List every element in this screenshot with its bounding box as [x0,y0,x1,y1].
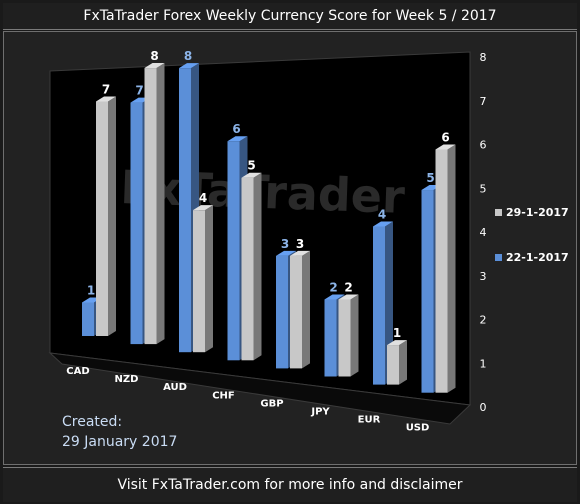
bar-front [241,177,254,361]
bar-front [144,68,157,345]
x-tick-label: CAD [66,366,89,377]
footer-link-text[interactable]: Visit FxTaTrader.com for more info and d… [117,477,463,493]
data-label-gray: 6 [441,130,449,144]
bar-front [373,226,385,385]
data-label-blue: 8 [184,49,192,63]
data-label-blue: 5 [426,171,434,185]
legend-label: 22-1-2017 [506,251,569,264]
floor [48,352,472,425]
bar-aud-gray [193,205,213,353]
bar-eur-gray [387,340,407,385]
title-bar: FxTaTrader Forex Weekly Currency Score f… [3,3,577,30]
bar-nzd-gray [144,63,165,345]
data-label-gray: 2 [344,280,352,294]
footer-bar: Visit FxTaTrader.com for more info and d… [3,467,577,502]
y-tick-label: 6 [480,139,487,152]
x-tick-label: CHF [212,390,235,401]
bar-top [179,63,199,69]
bar-front [179,68,191,353]
bar-front [435,149,448,393]
x-tick-label: AUD [163,382,187,393]
x-tick-label: GBP [260,398,283,409]
bar-front [276,255,288,369]
data-label-gray: 7 [102,83,110,97]
bar-side [302,250,310,369]
bar-side [205,205,213,353]
bar-top [193,205,213,211]
data-label-blue: 4 [378,207,386,221]
data-label-blue: 6 [232,122,240,136]
bar-top [96,96,116,102]
bar-front [130,102,143,345]
watermark-text: FxTaTrader [119,160,405,224]
bar-top [373,221,393,227]
y-tick-label: 1 [480,357,487,370]
bar-jpy-gray [338,294,359,377]
bar-front [421,190,434,393]
bar-front [338,299,351,377]
bar-top [241,172,262,178]
bar-front [227,141,240,361]
created-label: Created: [62,414,123,430]
data-label-blue: 3 [281,237,289,251]
x-tick-label: JPY [310,407,330,418]
data-label-gray: 3 [296,237,304,251]
data-label-gray: 4 [199,191,207,205]
bar-top [338,294,359,300]
data-label-blue: 2 [329,280,337,294]
bar-side [350,294,359,377]
legend-swatch [495,209,502,216]
y-tick-label: 5 [480,182,487,195]
x-tick-label: NZD [115,374,139,385]
bar-gbp-gray [290,250,310,369]
bar-front [324,299,337,377]
bar-top [227,136,248,142]
bar-side [447,144,456,393]
x-tick-label: EUR [358,415,381,426]
created-date: 29 January 2017 [62,434,178,450]
legend-swatch [495,254,502,261]
bar-front [96,101,108,336]
bar-front [387,345,399,385]
bar-top [276,250,296,256]
bar-top [144,63,165,69]
data-label-blue: 1 [87,284,95,298]
y-tick-label: 8 [480,51,487,64]
bar-side [156,63,165,345]
x-tick-label: USD [406,423,430,434]
bar-side [253,172,262,361]
bar-cad-gray [96,96,116,336]
data-label-gray: 8 [150,49,158,63]
chart-title: FxTaTrader Forex Weekly Currency Score f… [83,8,497,24]
bar-side [108,96,116,336]
y-tick-label: 4 [480,226,487,239]
bar-top [324,294,345,300]
y-tick-label: 2 [480,314,487,327]
bar-front [290,255,302,369]
bar-front [82,302,94,336]
bar-usd-gray [435,144,456,393]
data-label-blue: 7 [135,84,143,98]
bar-front [193,210,205,353]
bar-top [435,144,456,150]
bar-top [387,340,407,346]
bar-top [290,250,310,256]
y-tick-label: 3 [480,270,487,283]
y-tick-label: 0 [480,401,487,414]
bar-chf-gray [241,172,262,361]
data-label-gray: 1 [393,326,401,340]
legend-label: 29-1-2017 [506,206,569,219]
bar-side [399,340,407,385]
y-tick-label: 7 [480,95,487,108]
data-label-gray: 5 [247,159,255,173]
